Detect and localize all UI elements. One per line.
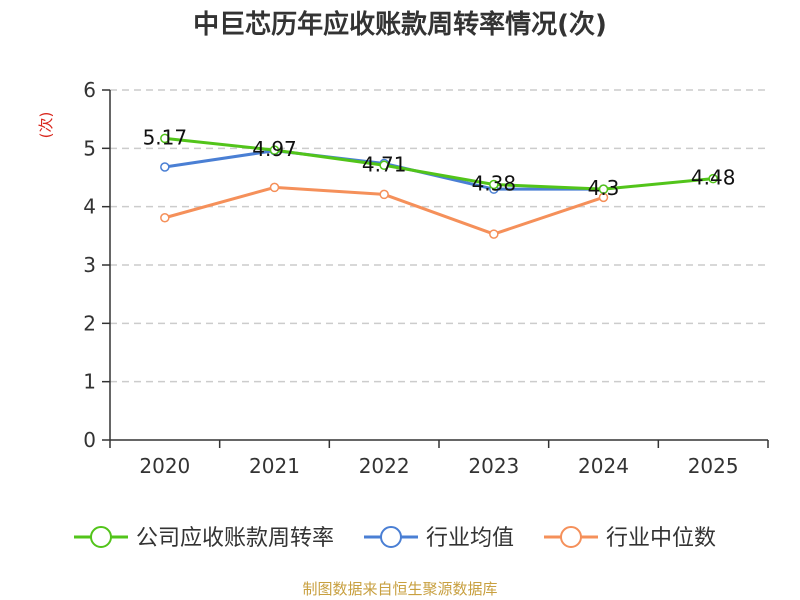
grid-lines (110, 89, 768, 383)
axes: 0 1 2 3 4 5 6 2020 2021 2022 2023 2024 2025 (83, 78, 769, 478)
legend-item-0[interactable]: 公司应收账款周转率 (74, 526, 334, 551)
data-point (379, 189, 389, 200)
legend-marker (560, 526, 582, 548)
legend-label: 行业中位数 (606, 526, 716, 551)
legend[interactable]: 公司应收账款周转率 行业均值 行业中位数 (74, 526, 716, 551)
data-label: 4.3 (588, 176, 620, 200)
data-point (379, 160, 389, 170)
data-label: 4.71 (362, 152, 407, 176)
data-label: 4.38 (472, 172, 517, 196)
data-label: 4.48 (691, 166, 736, 190)
data-point (160, 213, 170, 223)
y-tick-label: 6 (83, 78, 96, 102)
data-point (598, 184, 609, 194)
data-point (269, 145, 280, 155)
legend-item-2[interactable]: 行业中位数 (544, 526, 716, 551)
y-tick-label: 0 (83, 428, 96, 452)
data-point (269, 182, 280, 193)
x-tick-label: 2025 (688, 454, 739, 478)
legend-label: 行业均值 (426, 526, 514, 551)
data-point (489, 179, 499, 190)
data-label: 5.17 (143, 125, 188, 149)
y-tick-label: 2 (83, 311, 96, 335)
data-labels: 5.17 4.97 4.71 4.38 4.3 4.48 (143, 125, 736, 200)
y-tick-label: 4 (83, 195, 96, 219)
legend-marker (380, 526, 402, 548)
data-point (160, 133, 170, 144)
x-tick-label: 2021 (249, 454, 300, 478)
data-point (489, 229, 499, 239)
y-tick-label: 5 (83, 136, 96, 160)
y-tick-label: 1 (83, 370, 96, 394)
legend-item-1[interactable]: 行业均值 (364, 526, 514, 551)
chart-title: 中巨芯历年应收账款周转率情况(次) (193, 9, 607, 40)
data-label: 4.97 (252, 137, 297, 161)
y-axis-label: (次) (37, 112, 55, 139)
x-tick-label: 2024 (578, 454, 629, 478)
data-point (708, 173, 718, 184)
y-tick-label: 3 (83, 253, 96, 277)
source-note: 制图数据来自恒生聚源数据库 (302, 580, 497, 598)
series-line-0 (164, 136, 714, 191)
data-point (160, 162, 170, 172)
x-tick-label: 2020 (139, 454, 190, 478)
x-tick-label: 2022 (359, 454, 410, 478)
x-tick-label: 2023 (468, 454, 519, 478)
legend-marker (90, 526, 112, 548)
series-layer (160, 133, 718, 239)
legend-label: 公司应收账款周转率 (136, 526, 334, 551)
